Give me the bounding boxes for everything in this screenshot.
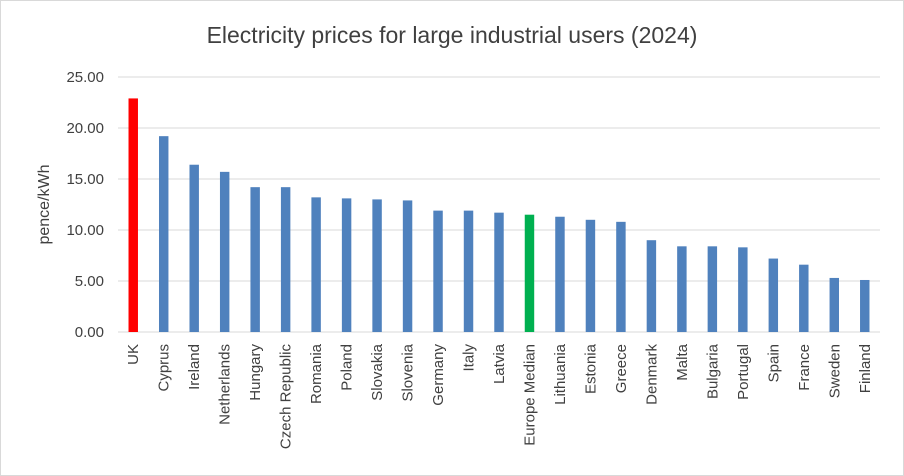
bar-portugal [738,247,748,332]
x-tick-label: Slovakia [369,343,386,400]
bar-sweden [829,277,840,332]
x-tick-label: Romania [308,343,325,404]
bar-romania [311,197,321,332]
x-tick-label: Denmark [643,344,660,405]
bar-italy [463,210,474,332]
x-tick-label: Europe Median [521,344,538,446]
bar-bulgaria [707,246,718,332]
x-tick-label: Italy [461,344,478,372]
y-tick-label: 5.00 [75,273,104,290]
bar-france [799,264,809,332]
bar-uk [128,98,138,332]
x-tick-label: Portugal [735,344,752,400]
x-tick-label: Ireland [186,344,203,390]
bar-latvia [494,212,504,332]
bar-lithuania [555,216,565,332]
bar-finland [860,279,870,332]
x-tick-label: Sweden [826,344,843,398]
bar-slovenia [402,200,413,332]
x-tick-label: Finland [857,344,874,393]
bar-hungary [250,187,260,332]
x-tick-label: Malta [674,343,691,380]
bar-czech-republic [280,187,291,332]
y-axis-ticks: 0.00 5.00 10.00 15.00 20.00 25.00 [66,69,104,341]
x-tick-label: France [796,344,813,391]
bar-ireland [189,164,199,332]
bar-poland [341,198,352,332]
chart-title: Electricity prices for large industrial … [206,22,698,48]
x-tick-label: Estonia [582,343,599,394]
x-tick-label: Slovenia [400,343,417,401]
bar-spain [768,258,779,332]
bars [128,98,870,332]
bar-slovakia [372,199,382,332]
x-tick-label: Cyprus [156,344,173,392]
y-tick-label: 10.00 [66,222,104,239]
x-tick-label: Bulgaria [704,343,721,399]
bar-germany [433,210,443,332]
y-tick-label: 20.00 [66,120,104,137]
bar-denmark [646,240,657,332]
x-tick-label: Latvia [491,343,508,384]
bar-cyprus [158,136,169,332]
x-tick-label: Lithuania [552,343,569,405]
x-tick-label: Czech Republic [278,344,295,450]
x-tick-label: Spain [765,344,782,382]
x-tick-label: Hungary [247,344,264,401]
x-tick-label: Poland [339,344,356,391]
x-axis-ticks: UK Cyprus Ireland Netherlands Hungary Czech R… [125,343,874,449]
x-tick-label: Germany [430,344,447,406]
bar-estonia [585,219,596,332]
bar-europe-median [524,214,535,332]
y-axis-label: pence/kWh [36,164,53,244]
y-tick-label: 0.00 [75,324,104,341]
y-tick-label: 25.00 [66,69,104,86]
x-tick-label: UK [125,344,142,365]
bar-netherlands [219,171,230,332]
bar-malta [677,246,687,332]
x-tick-label: Netherlands [217,344,234,425]
x-tick-label: Greece [613,344,630,393]
bar-greece [616,221,626,332]
y-tick-label: 15.00 [66,171,104,188]
